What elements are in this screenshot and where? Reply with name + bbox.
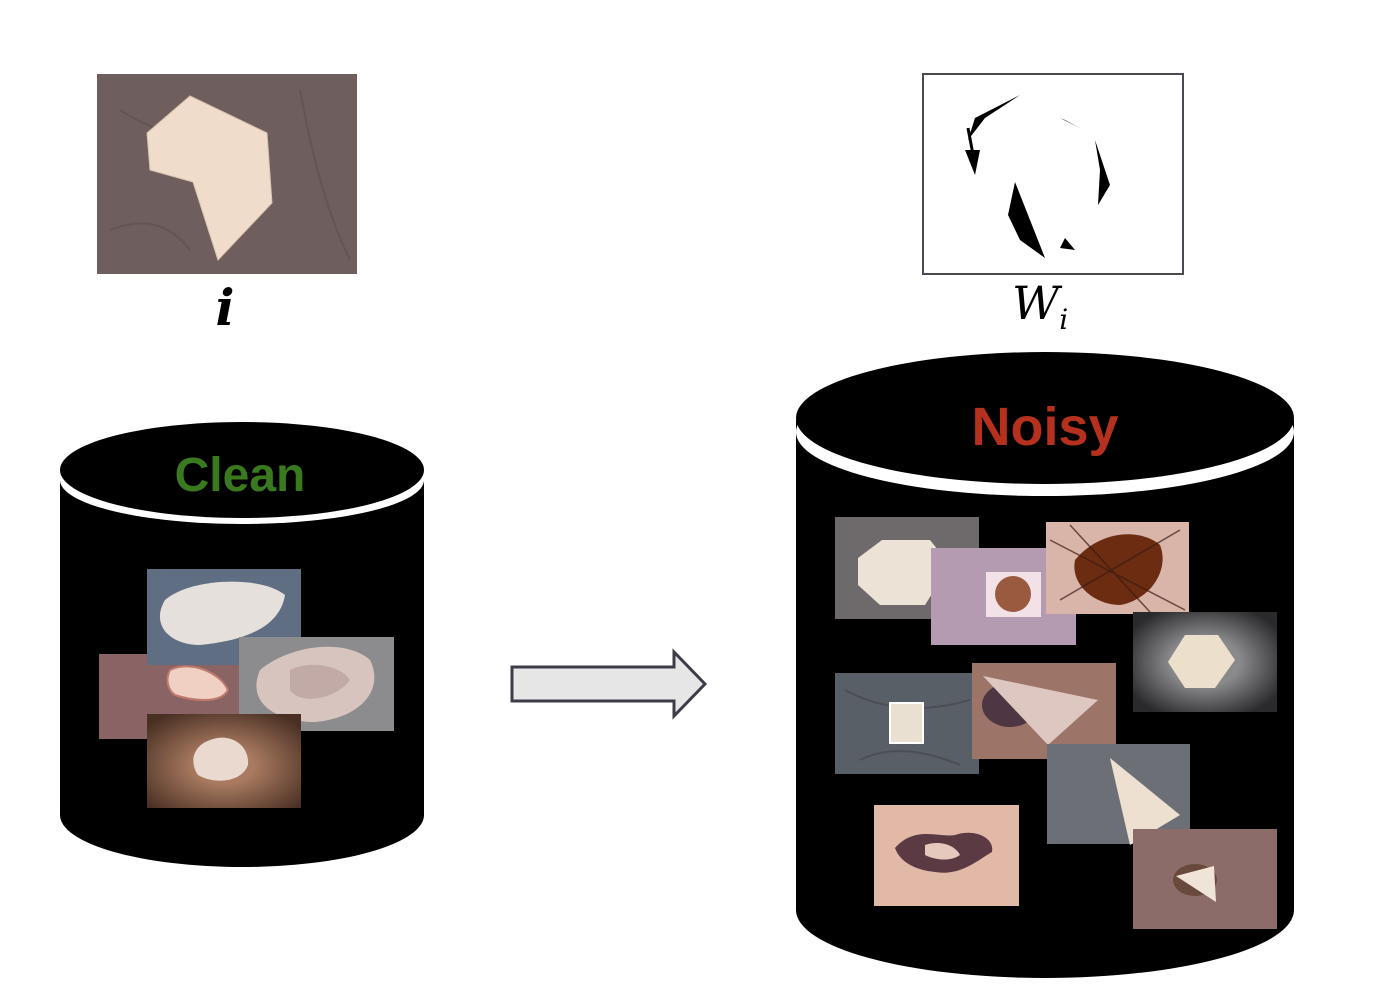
weight-map-label-main: W	[1012, 276, 1060, 330]
transfer-arrow	[510, 648, 708, 720]
clean-database	[60, 422, 424, 867]
clean-database-title: Clean	[174, 449, 306, 502]
noisy-sample-images	[835, 517, 1277, 929]
clean-sample-images	[99, 569, 394, 808]
input-image	[97, 74, 357, 274]
input-image-label: i	[215, 278, 235, 337]
noisy-database-title: Noisy	[971, 397, 1119, 457]
weight-map-label-subscript: i	[1059, 303, 1069, 336]
weight-map-label: Wi	[1012, 276, 1102, 336]
weight-map-image	[922, 73, 1184, 275]
noisy-database	[796, 352, 1294, 978]
